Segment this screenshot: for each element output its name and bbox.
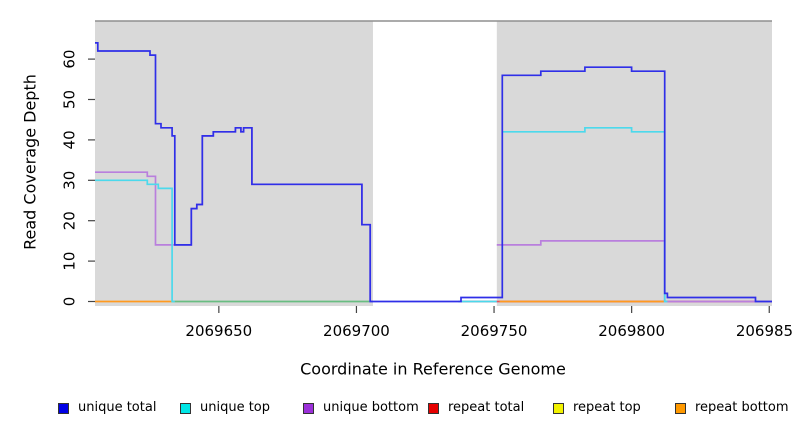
legend-label: unique bottom [323,400,419,415]
series-line-unique-total [95,42,772,303]
y-tick-label: 50 [61,90,79,109]
series-lines [95,42,772,303]
legend-label: unique total [78,400,157,415]
legend-swatch-icon [180,402,191,414]
y-tick-label: 0 [61,297,79,307]
legend-label: repeat total [448,400,525,415]
legend-item-unique-total: unique total [58,401,156,415]
x-tick-label: 2069700 [323,322,390,340]
legend-label: repeat bottom [695,400,789,415]
legend-swatch-icon [303,402,314,414]
legend-item-unique-bottom: unique bottom [303,401,419,415]
legend-item-repeat-top: repeat top [553,401,641,415]
legend-item-unique-top: unique top [180,401,270,415]
y-axis-title: Read Coverage Depth [20,74,40,250]
series-line-unique-bottom [496,240,772,303]
shaded-region [496,21,772,306]
y-tick-label: 60 [61,50,79,69]
y-tick-label: 30 [61,171,79,190]
legend-item-repeat-bottom: repeat bottom [675,401,789,415]
legend-swatch-icon [428,402,439,414]
series-line-unique-top [95,179,175,303]
x-tick-label: 2069750 [461,322,528,340]
x-axis-title: Coordinate in Reference Genome [300,359,566,379]
shaded-regions [95,21,772,306]
legend-swatch-icon [675,402,686,414]
legend-swatch-icon [58,402,69,414]
legend-swatch-icon [553,402,564,414]
x-tick-label: 2069800 [598,322,665,340]
y-tick-label: 40 [61,130,79,149]
y-tick-label: 20 [61,211,79,230]
y-tick-label: 10 [61,252,79,271]
legend-label: unique top [200,400,271,415]
tick-labels: 0 10 20 30 40 50 60 2069650 2069700 2069750 206980… [61,50,792,340]
shaded-region [95,21,373,306]
x-tick-label: 2069650 [185,322,252,340]
axis-ticks [88,58,770,313]
legend-item-repeat-total: repeat total [428,401,524,415]
x-tick-label: 2069850 [736,322,792,340]
legend-label: repeat top [573,400,641,415]
